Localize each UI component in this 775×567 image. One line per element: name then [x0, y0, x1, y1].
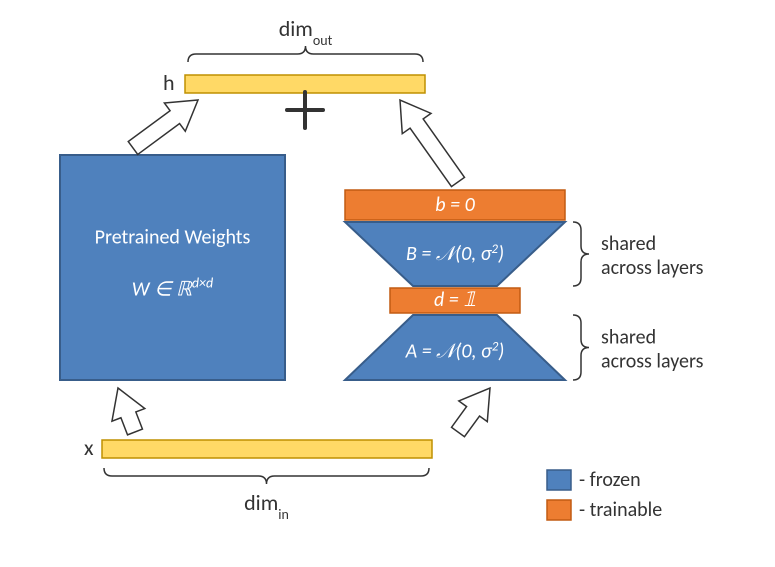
legend-trainable-swatch: [547, 500, 571, 520]
dim-out-label: dimout: [279, 15, 333, 49]
pretrained-weights-text1: Pretrained Weights: [95, 226, 251, 250]
arrow-b-to-h: [400, 100, 465, 187]
brace-A-shared: [573, 315, 589, 380]
dim-out-brace: [188, 46, 423, 62]
b-label: b = 0: [435, 193, 475, 217]
arrow-x-to-W: [112, 388, 145, 435]
legend-trainable-label: - trainable: [579, 498, 662, 522]
legend-frozen-swatch: [547, 470, 571, 490]
shared-A-l1: shared: [601, 326, 656, 350]
B-label: B = 𝒩(0, σ2): [406, 242, 504, 267]
arrow-W-to-h: [128, 100, 198, 154]
x-label: x: [84, 434, 94, 461]
brace-B-shared: [573, 222, 589, 286]
shared-A-l2: across layers: [601, 350, 704, 374]
A-label: A = 𝒩(0, σ2): [405, 339, 505, 364]
shared-B-l2: across layers: [601, 256, 704, 280]
dim-in-brace: [104, 468, 429, 484]
shared-B-l1: shared: [601, 232, 656, 256]
arrow-x-to-A: [452, 388, 490, 437]
pretrained-weights-box: [60, 155, 285, 380]
x-bar: [102, 440, 432, 458]
h-label: h: [163, 69, 175, 96]
dim-in-label: dimin: [244, 489, 289, 523]
d-label: d = 𝟙: [434, 288, 476, 312]
legend-frozen-label: - frozen: [579, 468, 641, 492]
